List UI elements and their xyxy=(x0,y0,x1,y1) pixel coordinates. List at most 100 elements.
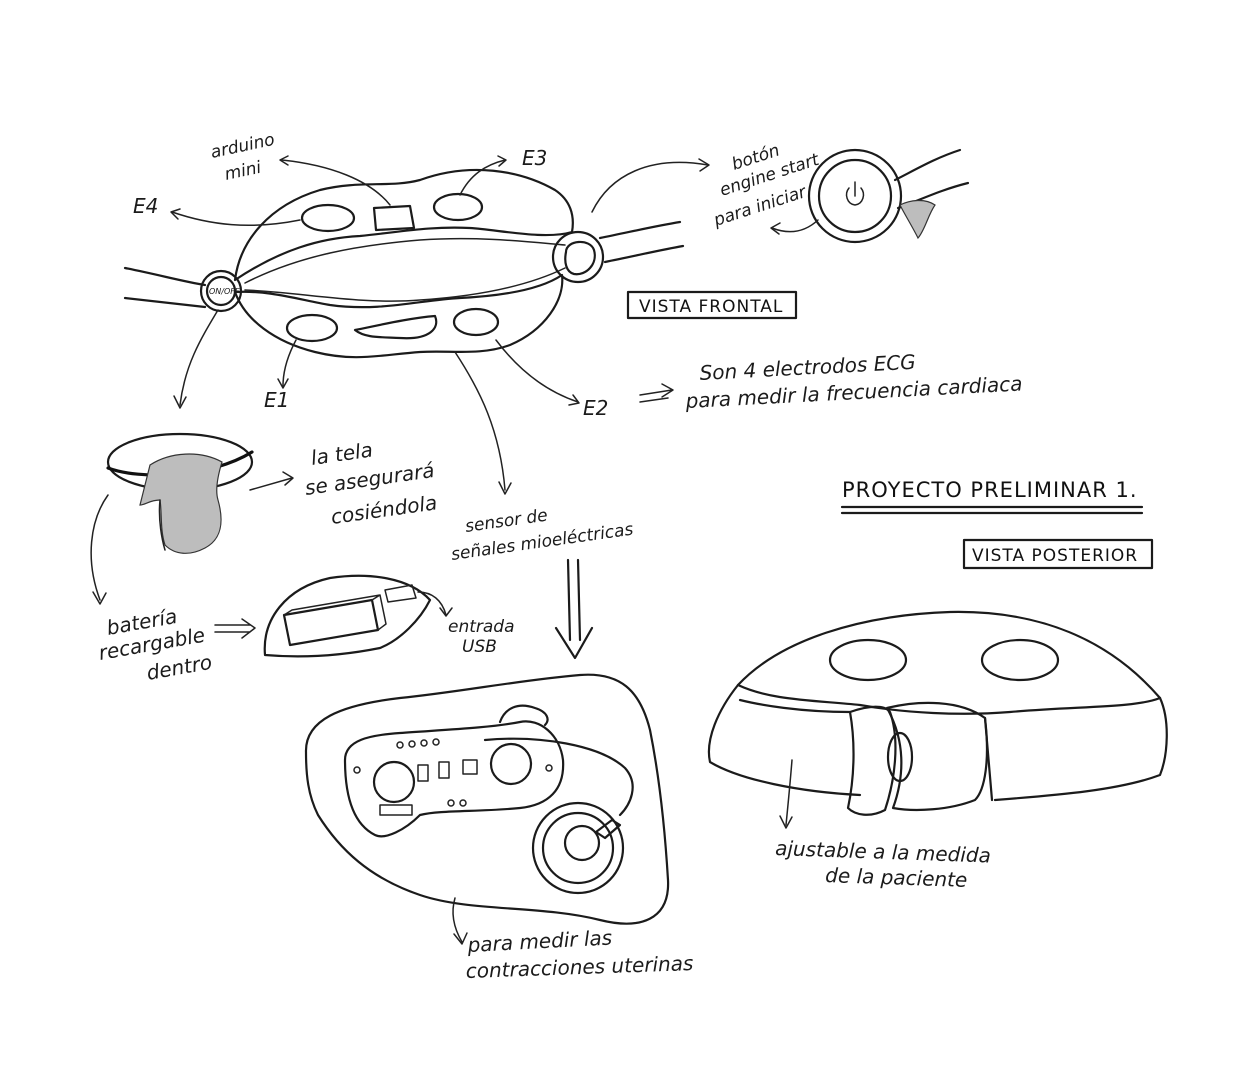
proyecto-underline xyxy=(840,505,1144,515)
label-e3: E3 xyxy=(522,146,547,170)
onoff-buckle-inner xyxy=(205,275,237,307)
chip-3 xyxy=(462,759,478,775)
arrow-bateria xyxy=(90,494,109,601)
front-view-arrows xyxy=(170,155,710,495)
label-tela-3: cosiéndola xyxy=(329,490,438,529)
pin-8 xyxy=(459,799,467,807)
title-block: PROYECTO PRELIMINAR 1. VISTA POSTERIOR xyxy=(840,478,1154,570)
myoelectric-sensor-slot xyxy=(353,314,438,340)
posterior-belt-left-inner xyxy=(738,698,852,714)
board-left-connector xyxy=(372,760,416,804)
pin-2 xyxy=(408,740,416,748)
arduino-board-outline xyxy=(372,204,416,232)
vista-frontal-box xyxy=(626,290,798,320)
usb-port xyxy=(384,584,417,603)
posterior-electrode-right xyxy=(980,638,1060,682)
posterior-buckle-left xyxy=(846,705,897,816)
start-button-strap xyxy=(893,148,970,210)
posterior-electrode-left xyxy=(828,638,908,682)
start-button-detail xyxy=(770,148,970,244)
band-inner-upper xyxy=(244,237,566,284)
battery-housing xyxy=(263,574,432,658)
arrow-e4 xyxy=(171,211,301,227)
arrow-ajustable xyxy=(785,759,793,826)
onoff-buckle-outer xyxy=(199,269,243,313)
front-view-belt: ON/OFF xyxy=(123,168,685,359)
circuit-board xyxy=(343,720,565,838)
arrow-start-detail xyxy=(771,219,819,233)
fabric-strap-hatched xyxy=(139,453,223,554)
arrow-boton xyxy=(591,161,709,213)
arrow-contracciones-head xyxy=(453,932,468,945)
left-strap-bottom xyxy=(123,296,207,309)
big-down-arrow xyxy=(554,558,594,660)
label-proyecto: PROYECTO PRELIMINAR 1. xyxy=(842,478,1138,502)
sensor-pad-center xyxy=(563,824,601,862)
arrow-ajustable-head xyxy=(779,815,793,829)
upper-band xyxy=(233,168,574,282)
label-ajustable-1: ajustable a la medida xyxy=(775,836,991,868)
pin-4 xyxy=(432,738,440,746)
arrow-sensor xyxy=(454,351,506,491)
battery-block-depth xyxy=(283,594,387,631)
power-icon xyxy=(845,187,865,206)
sensor-pad-clip xyxy=(594,818,622,840)
posterior-buckle-slot xyxy=(886,731,914,783)
arrow-e1-head xyxy=(277,378,289,389)
circuit-detail: para medir las contracciones uterinas xyxy=(304,673,694,983)
sensor-pad-mid xyxy=(541,811,615,885)
posterior-view-belt: ajustable a la medida de la paciente xyxy=(707,610,1168,892)
band-inner-lower xyxy=(244,267,566,302)
onoff-text: ON/OFF xyxy=(209,287,240,296)
chip-1 xyxy=(417,764,429,782)
left-strap-top xyxy=(123,266,207,287)
arrow-arduino-head xyxy=(279,155,289,166)
circuit-board-tab xyxy=(498,704,549,727)
start-buckle-outer xyxy=(551,230,605,284)
arrow-e2 xyxy=(495,339,579,403)
arrow-e1 xyxy=(282,339,297,387)
arrow-e3 xyxy=(459,159,506,196)
arrow-start-detail-head xyxy=(770,222,781,235)
arrow-sensor-head xyxy=(498,481,512,495)
arrow-contracciones xyxy=(452,897,463,943)
right-strap-top xyxy=(598,220,682,240)
vista-posterior-box xyxy=(962,538,1154,570)
arrow-usb xyxy=(417,591,447,616)
label-arduino-1: arduino xyxy=(209,130,277,163)
pin-7 xyxy=(447,799,455,807)
electrode-e3-pad xyxy=(432,192,484,222)
label-arduino-2: mini xyxy=(223,158,263,185)
arrow-e4-head xyxy=(170,208,181,220)
label-ajustable-2: de la paciente xyxy=(825,863,968,892)
double-arrow-ecg xyxy=(639,383,674,403)
arrow-arduino xyxy=(281,159,391,206)
double-arrow-bateria xyxy=(214,618,256,639)
label-contracciones-1: para medir las xyxy=(466,925,613,957)
label-usb-2: USB xyxy=(462,637,497,657)
arrow-tela-head xyxy=(282,471,294,486)
arrow-buckle-detail-head xyxy=(173,395,187,409)
label-contracciones-2: contracciones uterinas xyxy=(465,951,693,983)
label-usb-1: entrada xyxy=(448,617,515,637)
start-button-fabric-fold xyxy=(899,199,936,240)
board-right-connector xyxy=(489,742,533,786)
lower-band xyxy=(233,273,564,359)
electrode-e1-pad xyxy=(285,313,339,343)
posterior-belt-left-band xyxy=(707,683,862,797)
chip-4 xyxy=(379,804,413,816)
chip-2 xyxy=(438,761,450,779)
pin-1 xyxy=(396,741,404,749)
battery-detail: batería recargable dentro entrada USB xyxy=(97,574,515,685)
electrode-e2-pad xyxy=(452,307,500,337)
arrow-e2-head xyxy=(568,394,580,406)
pin-6 xyxy=(545,764,553,772)
sensor-cable xyxy=(483,737,634,817)
label-tela-1: la tela xyxy=(309,438,374,470)
start-button-inner xyxy=(817,158,893,234)
pin-5 xyxy=(353,766,361,774)
pin-3 xyxy=(420,739,428,747)
label-e1: E1 xyxy=(264,388,289,412)
arrow-e3-head xyxy=(497,155,507,167)
